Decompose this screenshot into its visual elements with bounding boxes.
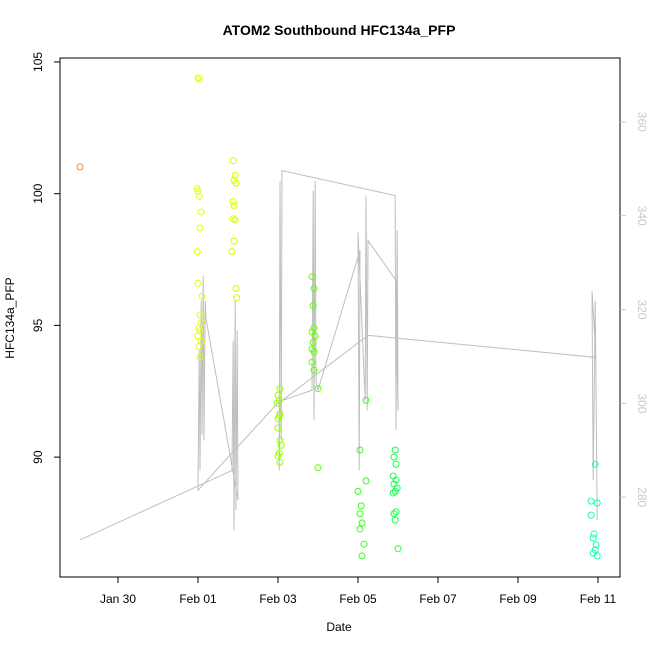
data-point bbox=[277, 441, 285, 449]
data-point bbox=[193, 248, 201, 256]
x-tick-label: Feb 09 bbox=[499, 592, 537, 606]
data-point bbox=[196, 311, 204, 319]
data-point bbox=[194, 332, 202, 340]
x-tick-label: Feb 07 bbox=[419, 592, 457, 606]
data-point bbox=[276, 458, 284, 466]
data-point bbox=[194, 187, 202, 195]
data-point bbox=[230, 237, 238, 245]
data-point bbox=[196, 224, 204, 232]
data-point bbox=[310, 366, 318, 374]
data-point bbox=[311, 332, 319, 340]
data-point bbox=[273, 399, 281, 407]
data-point bbox=[593, 552, 601, 560]
data-point bbox=[276, 385, 284, 393]
data-point bbox=[391, 487, 399, 495]
x-tick-label: Feb 01 bbox=[179, 592, 217, 606]
data-point bbox=[360, 540, 368, 548]
y-tick-label: 100 bbox=[31, 183, 45, 203]
data-point bbox=[391, 516, 399, 524]
data-point bbox=[390, 510, 398, 518]
data-point bbox=[309, 302, 317, 310]
data-point bbox=[356, 525, 364, 533]
x-axis-label: Date bbox=[326, 620, 352, 634]
data-point bbox=[392, 476, 400, 484]
data-point bbox=[310, 324, 318, 332]
x-tick-label: Jan 30 bbox=[100, 592, 136, 606]
data-point bbox=[391, 446, 399, 454]
data-point bbox=[591, 460, 599, 468]
data-point bbox=[587, 511, 595, 519]
x-tick-label: Feb 03 bbox=[259, 592, 297, 606]
data-point bbox=[233, 294, 241, 302]
data-point bbox=[274, 391, 282, 399]
chart-title: ATOM2 Southbound HFC134a_PFP bbox=[223, 22, 456, 38]
data-point bbox=[362, 477, 370, 485]
data-point bbox=[196, 353, 204, 361]
data-point bbox=[274, 415, 282, 423]
data-point bbox=[357, 502, 365, 510]
data-point bbox=[310, 285, 318, 293]
y-tick-label: 95 bbox=[31, 318, 45, 332]
data-point bbox=[308, 273, 316, 281]
data-point bbox=[310, 348, 318, 356]
data-point bbox=[197, 208, 205, 216]
data-point bbox=[590, 530, 598, 538]
data-point bbox=[392, 508, 400, 516]
data-point bbox=[228, 248, 236, 256]
data-point bbox=[389, 489, 397, 497]
data-point bbox=[198, 292, 206, 300]
data-point bbox=[309, 339, 317, 347]
y2-tick-label: 320 bbox=[635, 300, 649, 320]
data-point bbox=[314, 385, 322, 393]
y-tick-label: 90 bbox=[31, 450, 45, 464]
x-tick-label: Feb 11 bbox=[580, 592, 617, 606]
trace-line bbox=[79, 170, 598, 541]
data-point bbox=[195, 75, 203, 83]
data-point bbox=[593, 499, 601, 507]
data-point bbox=[592, 541, 600, 549]
data-point bbox=[356, 510, 364, 518]
data-point bbox=[230, 202, 238, 210]
data-point bbox=[358, 552, 366, 560]
y-axis-label: HFC134a_PFP bbox=[3, 277, 17, 358]
data-point bbox=[308, 358, 316, 366]
data-point bbox=[390, 453, 398, 461]
data-point bbox=[231, 171, 239, 179]
y2-tick-label: 340 bbox=[635, 206, 649, 226]
data-point bbox=[232, 179, 240, 187]
y2-tick-label: 280 bbox=[635, 487, 649, 507]
data-point bbox=[194, 279, 202, 287]
data-point bbox=[232, 285, 240, 293]
data-point bbox=[229, 198, 237, 206]
data-point bbox=[354, 487, 362, 495]
plot-frame bbox=[59, 57, 621, 578]
data-point bbox=[362, 396, 370, 404]
data-point bbox=[314, 464, 322, 472]
x-tick-label: Feb 05 bbox=[339, 592, 377, 606]
data-point bbox=[392, 460, 400, 468]
data-point bbox=[394, 545, 402, 553]
data-point bbox=[589, 534, 597, 542]
data-point bbox=[195, 342, 203, 350]
data-point bbox=[231, 216, 239, 224]
data-point bbox=[276, 436, 284, 444]
data-point bbox=[587, 497, 595, 505]
data-point bbox=[195, 192, 203, 200]
data-point bbox=[393, 484, 401, 492]
data-point bbox=[76, 163, 84, 171]
data-point bbox=[229, 157, 237, 165]
data-point bbox=[358, 519, 366, 527]
data-point bbox=[274, 424, 282, 432]
y-tick-label: 105 bbox=[31, 52, 45, 72]
data-point bbox=[274, 452, 282, 460]
y2-tick-label: 360 bbox=[635, 112, 649, 132]
data-point bbox=[229, 215, 237, 223]
data-point bbox=[356, 446, 364, 454]
y2-tick-label: 300 bbox=[635, 393, 649, 413]
data-point bbox=[194, 74, 202, 82]
